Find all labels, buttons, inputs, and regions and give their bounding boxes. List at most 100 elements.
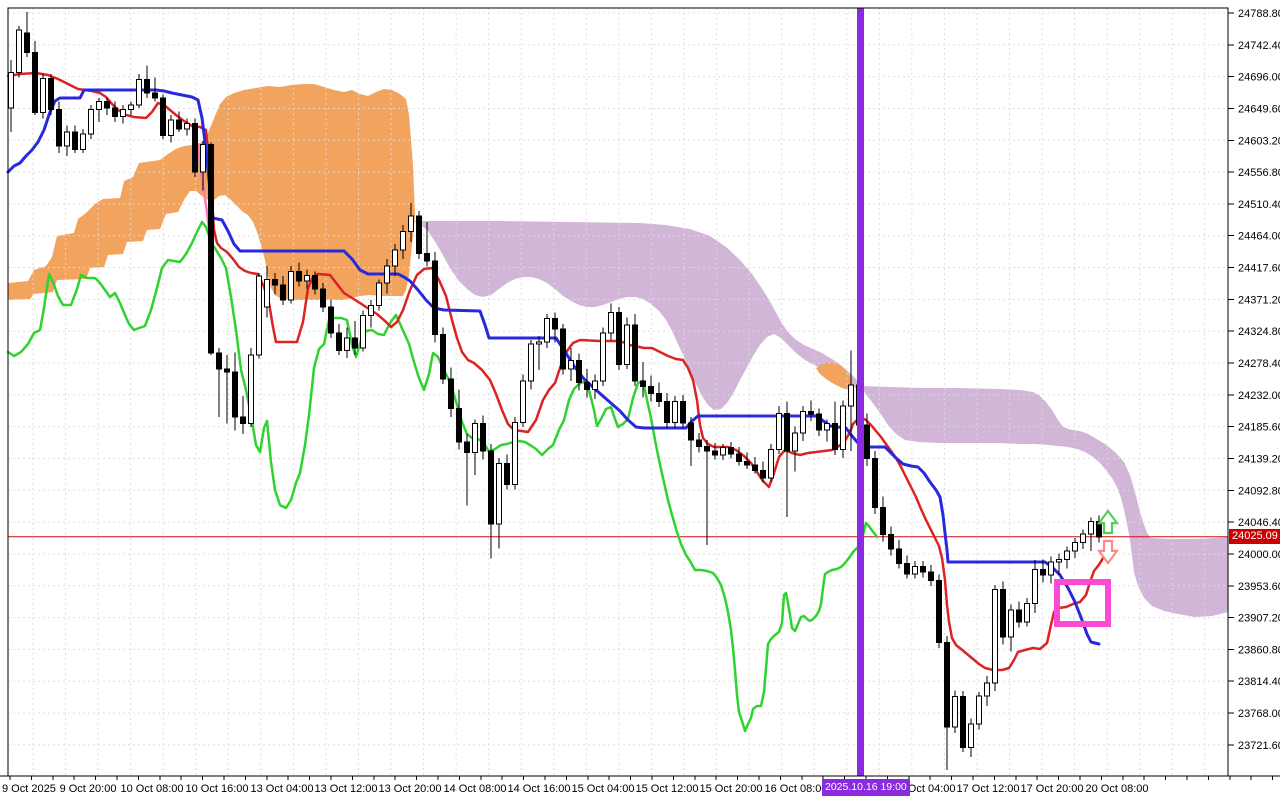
candle-bearish (112, 107, 118, 117)
candle-bearish (904, 563, 910, 575)
orange-sliver (816, 362, 854, 390)
candle-bearish (656, 392, 662, 403)
candles-group (8, 12, 1102, 770)
time-axis-label: 15 Oct 04:00 (572, 783, 635, 795)
candle-bearish (680, 401, 686, 424)
purple-cloud-main (413, 221, 862, 410)
candle-bullish (1056, 558, 1062, 563)
candle-bearish (584, 381, 590, 390)
candle-bearish (736, 453, 742, 462)
candle-bullish (600, 332, 606, 382)
candle-bullish (952, 696, 958, 728)
sell-arrow-icon[interactable] (1096, 539, 1120, 565)
candle-bearish (144, 78, 150, 94)
candle-bearish (48, 78, 54, 111)
candle-bullish (824, 423, 830, 431)
candle-bullish (360, 314, 366, 349)
candle-bearish (552, 318, 558, 330)
candle-bearish (504, 462, 510, 486)
candle-bullish (400, 231, 406, 251)
price-axis-label: 24788.80 (1238, 8, 1280, 20)
candle-bearish (480, 423, 486, 452)
candle-bearish (352, 337, 358, 349)
candle-bullish (248, 354, 254, 425)
price-axis-label: 24417.60 (1238, 263, 1280, 275)
candle-bearish (1040, 569, 1046, 576)
price-axis-label: 24000.00 (1238, 549, 1280, 561)
highlight-rectangle[interactable] (1054, 579, 1111, 627)
candle-bearish (760, 469, 766, 479)
price-axis-label: 23860.80 (1238, 644, 1280, 656)
price-axis-label: 24556.80 (1238, 167, 1280, 179)
time-axis-label: 15 Oct 20:00 (700, 783, 763, 795)
candle-bearish (240, 416, 246, 425)
candle-bullish (968, 723, 974, 748)
candle-bullish (96, 100, 102, 111)
candle-bearish (440, 333, 446, 380)
candle-bullish (520, 380, 526, 423)
candle-bearish (152, 92, 158, 99)
candle-bearish (888, 534, 894, 550)
candle-bearish (312, 275, 318, 290)
candle-bullish (608, 312, 614, 334)
candle-bearish (816, 413, 822, 431)
candle-bullish (120, 109, 126, 117)
candle-bearish (1000, 589, 1006, 638)
candle-bullish (720, 447, 726, 456)
price-axis-label: 24510.40 (1238, 199, 1280, 211)
candle-bullish (536, 341, 542, 345)
candle-bearish (192, 122, 198, 173)
candle-bullish (496, 462, 502, 525)
candle-bearish (808, 410, 814, 415)
candle-bearish (224, 368, 230, 373)
candle-bearish (616, 312, 622, 366)
candle-bullish (288, 270, 294, 301)
candle-bearish (448, 378, 454, 410)
candle-bullish (1032, 569, 1038, 604)
candle-bullish (256, 275, 262, 356)
candle-bearish (728, 447, 734, 455)
candle-bearish (576, 360, 582, 383)
candle-bullish (800, 410, 806, 434)
candle-bearish (832, 423, 838, 451)
candle-bearish (216, 352, 222, 370)
selected-time-flag: 2025.10.16 19:00 (822, 779, 910, 796)
candle-bullish (768, 449, 774, 479)
price-axis-label: 23721.60 (1238, 740, 1280, 752)
candle-bearish (704, 445, 710, 452)
candle-bullish (984, 682, 990, 697)
time-axis-label: 13 Oct 12:00 (315, 783, 378, 795)
candle-bearish (880, 506, 886, 536)
candle-bearish (336, 332, 342, 351)
candle-bullish (592, 380, 598, 390)
price-axis-label: 24371.20 (1238, 294, 1280, 306)
candle-bullish (80, 133, 86, 150)
candle-bullish (840, 405, 846, 451)
time-axis-label: 15 Oct 12:00 (636, 783, 699, 795)
candle-bearish (56, 109, 62, 147)
price-axis-label: 24185.60 (1238, 422, 1280, 434)
candle-bullish (472, 423, 478, 453)
current-price-flag: 24025.09 (1229, 529, 1280, 544)
candle-bearish (936, 580, 942, 643)
candle-bullish (368, 305, 374, 316)
candle-bullish (544, 318, 550, 343)
candle-bearish (688, 422, 694, 441)
candle-bearish (208, 144, 214, 354)
price-axis[interactable]: 24788.80 24742.40 24696.00 24649.60 24603.20… (1228, 8, 1280, 752)
buy-arrow-icon[interactable] (1096, 509, 1120, 535)
candle-bearish (744, 460, 750, 466)
candle-bearish (24, 32, 30, 54)
time-axis-label: 17 Oct 12:00 (957, 783, 1020, 795)
candle-bullish (88, 109, 94, 135)
time-axis-label: 9 Oct 2025 (2, 783, 56, 795)
candle-bearish (32, 52, 38, 113)
candle-bullish (264, 279, 270, 308)
time-axis[interactable]: 9 Oct 2025 9 Oct 20:00 10 Oct 08:00 10 Oct … (2, 776, 1274, 795)
candle-bullish (64, 131, 70, 147)
candle-bearish (784, 412, 790, 452)
candle-bearish (464, 441, 470, 453)
candle-bullish (8, 72, 14, 109)
